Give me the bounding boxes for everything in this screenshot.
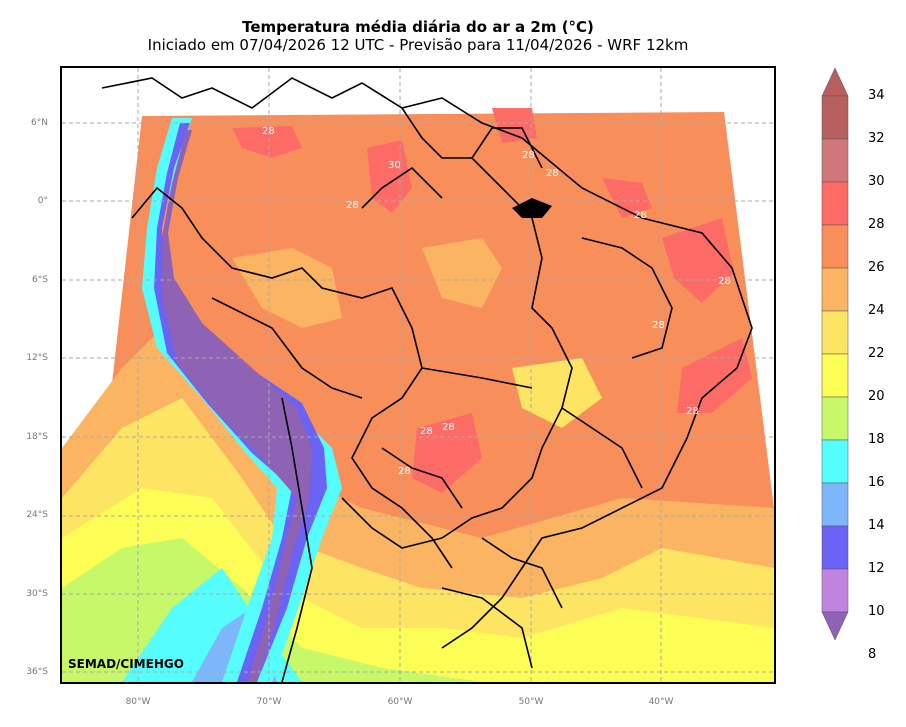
map-panel: 28 30 28 28 28 28 28 28 28 28 28 28 — [60, 66, 776, 684]
lon-tick-label: 40°W — [648, 697, 674, 707]
lat-tick-label: 0° — [37, 196, 48, 206]
lat-tick-label: 18°S — [26, 432, 48, 442]
lon-tick-label: 80°W — [125, 697, 151, 707]
amazon-delta — [512, 198, 552, 218]
contour-label-group: 28 30 28 28 28 28 28 28 28 28 28 28 — [262, 126, 731, 477]
colorbar-segment — [821, 568, 849, 613]
lat-tick-label: 30°S — [26, 589, 48, 599]
warm-core-north — [232, 126, 302, 158]
colorbar-segment — [821, 396, 849, 441]
andes-cold-purple — [162, 130, 312, 682]
warm-core-venezuela — [367, 140, 412, 213]
colorbar-segment — [821, 525, 849, 570]
colorbar-tick-label: 18 — [868, 432, 885, 447]
warm-core-coast — [662, 218, 734, 303]
colorbar-segment — [821, 482, 849, 527]
inland-patch-goias — [512, 358, 602, 428]
credit-label: SEMAD/CIMEHGO — [68, 657, 184, 671]
contour-label: 28 — [442, 422, 455, 433]
colorbar-tick-label: 32 — [868, 131, 885, 146]
contour-label: 30 — [388, 160, 401, 171]
colorbar — [821, 67, 849, 641]
colorbar-tick-label: 12 — [868, 561, 885, 576]
contour-label: 28 — [346, 200, 359, 211]
contour-label: 28 — [420, 426, 433, 437]
colorbar-segment — [821, 224, 849, 269]
lon-tick-label: 60°W — [387, 697, 413, 707]
contour-label: 28 — [398, 466, 411, 477]
contour-label: 28 — [686, 406, 699, 417]
inland-patch-central — [422, 238, 502, 308]
colorbar-tick-label: 16 — [868, 475, 885, 490]
lon-tick-label: 70°W — [256, 697, 282, 707]
colorbar-tick-label: 22 — [868, 346, 885, 361]
contour-label: 28 — [634, 210, 647, 221]
warm-core-bahia — [677, 338, 752, 413]
colorbar-tick-label: 30 — [868, 174, 885, 189]
colorbar-tick-label: 10 — [868, 604, 885, 619]
colorbar-segment — [821, 267, 849, 312]
contour-label: 28 — [718, 276, 731, 287]
colorbar-extend-min — [821, 611, 849, 641]
warm-core-nordeste — [602, 178, 652, 218]
contour-label: 28 — [652, 320, 665, 331]
colorbar-tick-label: 24 — [868, 303, 885, 318]
colorbar-segment — [821, 310, 849, 355]
colorbar-extend-max — [821, 67, 849, 97]
inland-patch-amazon — [232, 248, 342, 328]
contour-label: 28 — [546, 168, 559, 179]
colorbar-tick-label: 26 — [868, 260, 885, 275]
lat-tick-label: 24°S — [26, 510, 48, 520]
lat-tick-label: 6°N — [31, 118, 48, 128]
lat-tick-label: 36°S — [26, 667, 48, 677]
contour-label: 28 — [522, 150, 535, 161]
colorbar-segment — [821, 439, 849, 484]
map-title: Temperatura média diária do ar a 2m (°C) — [242, 18, 594, 36]
colorbar-tick-label: 8 — [868, 647, 877, 662]
country-borders — [101, 77, 753, 682]
colorbar-segment — [821, 181, 849, 226]
lon-tick-label: 50°W — [518, 697, 544, 707]
gridlines — [62, 68, 774, 682]
colorbar-segment — [821, 138, 849, 183]
colorbar-tick-label: 34 — [868, 88, 885, 103]
map-subtitle: Iniciado em 07/04/2026 12 UTC - Previsão… — [147, 36, 689, 54]
lat-tick-label: 6°S — [32, 275, 48, 285]
temperature-map: 28 30 28 28 28 28 28 28 28 28 28 28 — [62, 68, 774, 682]
colorbar-segment — [821, 353, 849, 398]
colorbar-tick-label: 20 — [868, 389, 885, 404]
colorbar-tick-label: 14 — [868, 518, 885, 533]
contour-label: 28 — [262, 126, 275, 137]
colorbar-tick-label: 28 — [868, 217, 885, 232]
lat-tick-label: 12°S — [26, 353, 48, 363]
colorbar-segment — [821, 95, 849, 140]
